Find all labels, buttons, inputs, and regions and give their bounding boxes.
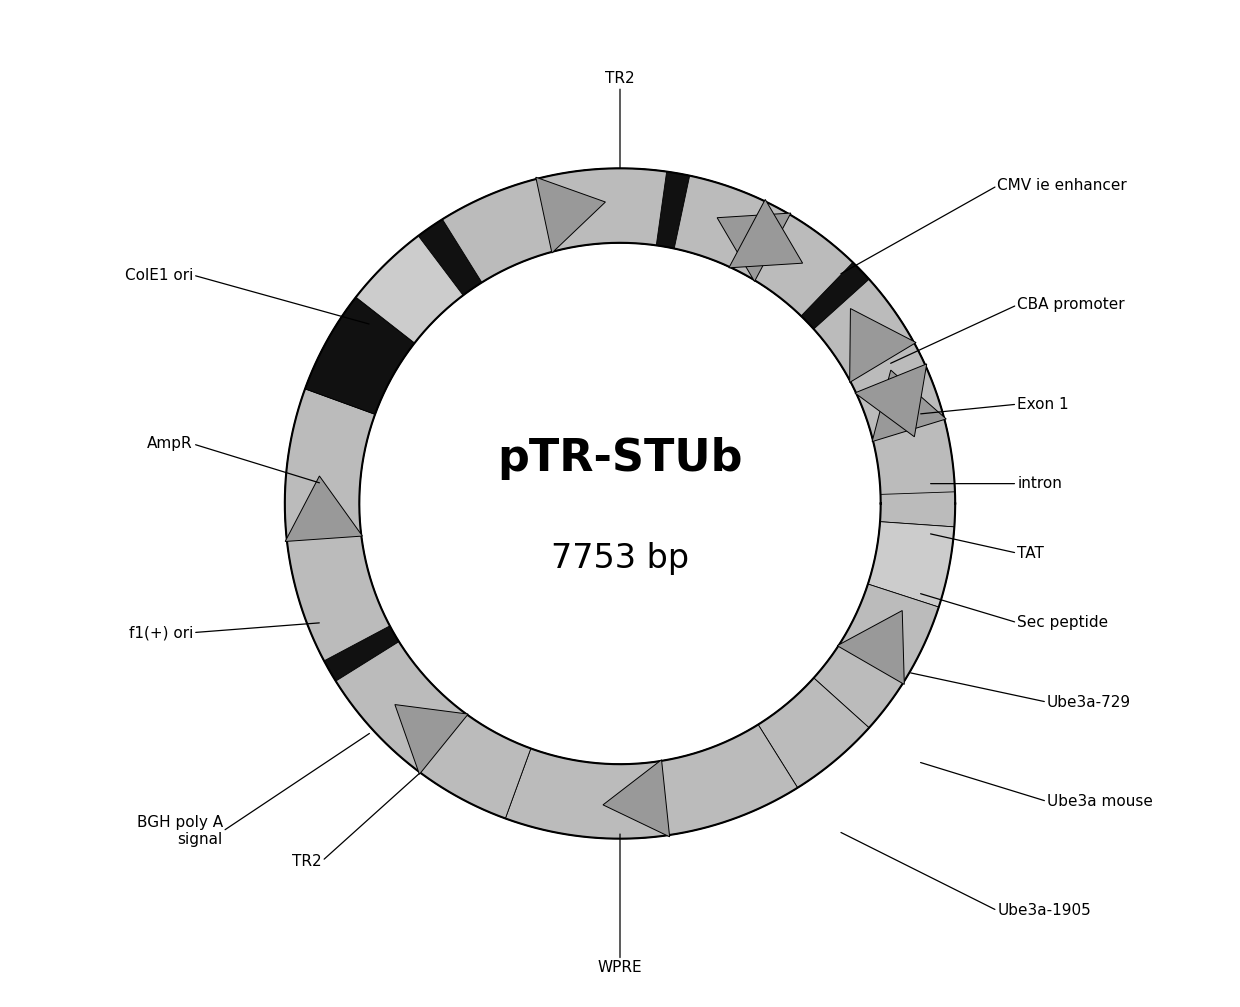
Text: CMV ie enhancer: CMV ie enhancer: [997, 178, 1127, 193]
Wedge shape: [285, 168, 955, 839]
Polygon shape: [603, 759, 670, 837]
Text: TAT: TAT: [1017, 546, 1044, 561]
Wedge shape: [820, 288, 931, 406]
Wedge shape: [579, 168, 661, 245]
Polygon shape: [837, 610, 904, 685]
Polygon shape: [729, 199, 802, 268]
Polygon shape: [872, 371, 946, 442]
Text: pTR-STUb: pTR-STUb: [497, 437, 743, 480]
Wedge shape: [758, 678, 869, 787]
Wedge shape: [443, 168, 667, 282]
Text: f1(+) ori: f1(+) ori: [129, 625, 193, 640]
Wedge shape: [862, 378, 947, 449]
Polygon shape: [394, 705, 469, 774]
Polygon shape: [854, 364, 926, 437]
Polygon shape: [849, 308, 916, 383]
Wedge shape: [305, 297, 414, 414]
Wedge shape: [813, 279, 955, 494]
Polygon shape: [536, 177, 605, 253]
Text: AmpR: AmpR: [148, 436, 193, 451]
Wedge shape: [285, 389, 389, 661]
Text: Sec peptide: Sec peptide: [1017, 615, 1109, 630]
Text: Ube3a mouse: Ube3a mouse: [1047, 794, 1153, 809]
Wedge shape: [336, 641, 531, 819]
Wedge shape: [813, 584, 939, 728]
Text: CBA promoter: CBA promoter: [1017, 297, 1125, 312]
Polygon shape: [717, 213, 791, 282]
Wedge shape: [675, 175, 853, 316]
Text: ColE1 ori: ColE1 ori: [124, 268, 193, 283]
Text: TR2: TR2: [293, 854, 322, 868]
Text: Exon 1: Exon 1: [1017, 397, 1069, 412]
Text: 7753 bp: 7753 bp: [551, 542, 689, 575]
Polygon shape: [285, 476, 362, 542]
Wedge shape: [356, 236, 463, 343]
Text: intron: intron: [1017, 476, 1063, 491]
Wedge shape: [868, 522, 955, 607]
Text: Ube3a-729: Ube3a-729: [1047, 695, 1131, 710]
Wedge shape: [652, 171, 877, 336]
Text: WPRE: WPRE: [598, 961, 642, 976]
Text: Ube3a-1905: Ube3a-1905: [997, 903, 1091, 918]
Wedge shape: [506, 725, 797, 839]
Text: BGH poly A
signal: BGH poly A signal: [136, 815, 223, 848]
Text: TR2: TR2: [605, 71, 635, 87]
